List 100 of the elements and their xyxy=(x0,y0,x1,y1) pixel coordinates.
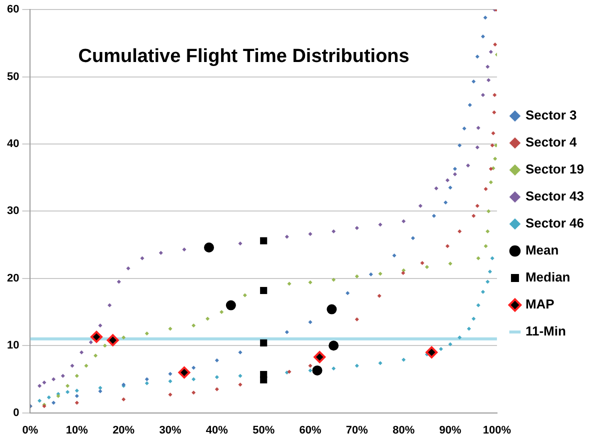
point xyxy=(418,204,422,208)
y-tick-label: 60 xyxy=(6,4,20,16)
point xyxy=(126,266,130,270)
point xyxy=(448,342,452,346)
point xyxy=(378,222,382,227)
y-tick-label: 30 xyxy=(6,205,20,218)
point xyxy=(192,377,196,382)
point xyxy=(488,50,493,54)
point xyxy=(140,256,144,260)
point xyxy=(260,339,268,346)
point xyxy=(486,229,490,234)
point xyxy=(214,358,219,362)
point xyxy=(98,389,102,394)
point xyxy=(392,254,396,258)
x-tick-label: 90% xyxy=(439,424,462,436)
y-tick-label: 50 xyxy=(6,70,20,83)
point xyxy=(284,234,289,239)
point xyxy=(462,126,466,131)
point xyxy=(122,397,126,402)
point xyxy=(472,316,476,321)
point xyxy=(410,236,415,240)
point xyxy=(56,394,60,398)
legend-label: Sector 4 xyxy=(525,134,578,150)
point xyxy=(204,242,214,252)
point xyxy=(354,226,359,230)
x-tick-label: 30% xyxy=(159,424,182,436)
point xyxy=(475,145,480,150)
y-tick-label: 0 xyxy=(13,406,20,419)
point xyxy=(158,250,163,255)
point xyxy=(476,303,480,308)
point xyxy=(74,400,79,405)
point xyxy=(432,214,436,218)
legend-label: 11-Min xyxy=(525,324,566,339)
point xyxy=(238,382,242,387)
point xyxy=(308,364,312,368)
x-tick-label: 0% xyxy=(22,424,38,436)
point xyxy=(238,241,242,246)
point xyxy=(238,350,242,354)
point xyxy=(468,103,472,108)
point xyxy=(260,286,268,294)
x-tick-label: 100% xyxy=(482,424,512,436)
point xyxy=(220,310,224,314)
point xyxy=(378,361,382,366)
point xyxy=(492,110,496,114)
point xyxy=(94,354,98,358)
point xyxy=(106,334,119,346)
point xyxy=(260,376,268,384)
point xyxy=(484,244,488,248)
point xyxy=(192,366,196,370)
point xyxy=(438,346,443,351)
point xyxy=(238,374,242,378)
point xyxy=(52,377,56,382)
point xyxy=(192,390,196,395)
point xyxy=(52,400,56,405)
point xyxy=(476,126,480,130)
point xyxy=(70,364,74,368)
point xyxy=(84,364,88,368)
legend-label: Sector 43 xyxy=(525,188,584,204)
point xyxy=(426,346,438,358)
point xyxy=(242,293,247,298)
point xyxy=(98,386,102,390)
point xyxy=(493,156,497,161)
point xyxy=(377,294,382,298)
x-tick-label: 10% xyxy=(66,424,88,436)
point xyxy=(448,186,452,190)
point xyxy=(314,351,326,364)
point xyxy=(38,398,42,403)
point xyxy=(66,390,70,394)
point xyxy=(486,280,490,284)
point xyxy=(332,229,336,234)
point xyxy=(60,374,65,378)
legend-label: Sector 46 xyxy=(525,216,584,231)
point xyxy=(483,16,488,20)
legend-label: MAP xyxy=(525,296,555,312)
y-tick-label: 20 xyxy=(6,272,20,284)
point xyxy=(214,375,219,380)
point xyxy=(308,280,312,284)
point xyxy=(458,229,462,234)
point xyxy=(308,232,312,236)
point xyxy=(74,374,79,378)
point xyxy=(98,323,102,328)
point xyxy=(346,291,350,296)
point xyxy=(486,64,490,69)
point xyxy=(74,394,79,398)
point xyxy=(122,336,126,340)
point xyxy=(46,395,51,400)
point xyxy=(326,304,337,314)
point xyxy=(144,332,149,336)
point xyxy=(182,248,186,252)
point xyxy=(354,274,359,278)
point xyxy=(312,365,322,376)
point xyxy=(178,366,190,378)
point xyxy=(168,379,172,384)
point xyxy=(402,358,406,362)
y-tick-label: 40 xyxy=(6,138,20,150)
point xyxy=(206,316,210,321)
point xyxy=(116,280,121,284)
point xyxy=(466,326,471,331)
point xyxy=(476,256,480,260)
point xyxy=(488,166,493,171)
